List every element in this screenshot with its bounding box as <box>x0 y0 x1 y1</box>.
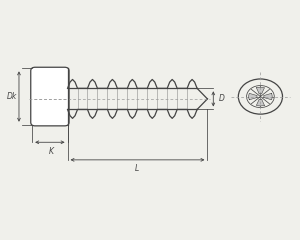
Text: K: K <box>49 147 54 156</box>
Text: Dk: Dk <box>7 92 17 101</box>
Text: D: D <box>219 94 225 103</box>
Polygon shape <box>256 99 265 106</box>
Polygon shape <box>264 93 272 100</box>
Text: L: L <box>135 164 140 173</box>
Polygon shape <box>256 87 265 94</box>
Polygon shape <box>249 93 257 100</box>
FancyBboxPatch shape <box>31 67 69 126</box>
